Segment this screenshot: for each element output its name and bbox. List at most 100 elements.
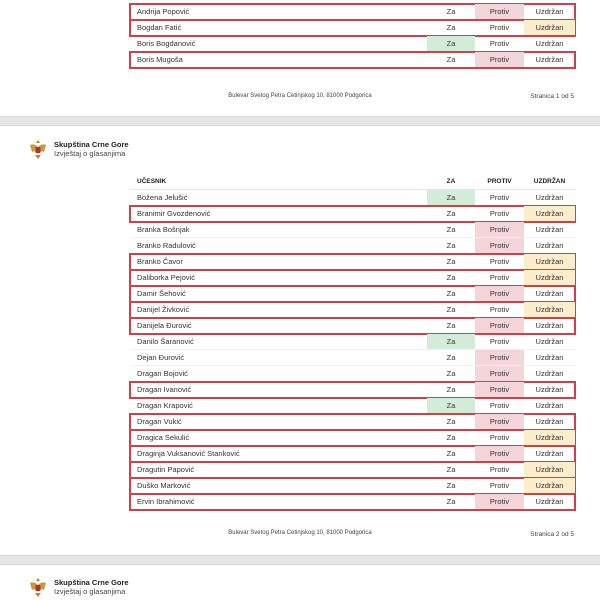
vote-cell-protiv: Protiv — [489, 273, 510, 282]
vote-cell-za: Za — [446, 385, 456, 394]
vote-cell-protiv: Protiv — [489, 209, 510, 218]
vote-cell-za: Za — [446, 23, 456, 32]
participant-name: Dragan Krapović — [137, 401, 193, 410]
page-3: Skupština Crne Gore Izvještaj o glasanji… — [0, 565, 600, 600]
vote-cell-protiv: Protiv — [489, 433, 510, 442]
table-row: Damir Šehović Za Protiv Uzdržan — [129, 285, 576, 303]
vote-cell-uzdrzan: Uzdržan — [524, 206, 575, 221]
vote-cell-protiv: Protiv — [475, 446, 524, 461]
vote-cell-protiv: Protiv — [489, 305, 510, 314]
vote-cell-uzdrzan: Uzdržan — [524, 20, 575, 35]
participant-name: Andrija Popović — [137, 7, 190, 16]
report-subtitle: Izvještaj o glasanjima — [54, 587, 126, 596]
page-separator — [0, 555, 600, 565]
table-row: Duško Marković Za Protiv Uzdržan — [129, 477, 576, 495]
table-row: Dragan Krapović Za Protiv Uzdržan — [130, 398, 575, 414]
vote-cell-protiv: Protiv — [475, 318, 524, 333]
vote-cell-za: Za — [427, 334, 475, 349]
vote-cell-za: Za — [446, 465, 456, 474]
vote-cell-uzdrzan: Uzdržan — [535, 337, 564, 346]
table-row: Andrija Popović Za Protiv Uzdržan — [129, 3, 576, 21]
vote-cell-uzdrzan: Uzdržan — [535, 193, 564, 202]
vote-cell-za: Za — [446, 257, 456, 266]
table-row: Dragica Sekulić Za Protiv Uzdržan — [129, 429, 576, 447]
report-subtitle: Izvještaj o glasanjima — [54, 149, 126, 158]
vote-cell-uzdrzan: Uzdržan — [535, 353, 564, 362]
vote-cell-za: Za — [446, 241, 456, 250]
col-participant: UČESNIK — [137, 178, 167, 185]
vote-cell-uzdrzan: Uzdržan — [535, 401, 564, 410]
table-row: Danijela Đurović Za Protiv Uzdržan — [129, 317, 576, 335]
page-2: Skupština Crne Gore Izvještaj o glasanji… — [0, 126, 600, 555]
participant-name: Dejan Đurović — [137, 353, 185, 362]
vote-cell-protiv: Protiv — [489, 23, 510, 32]
col-za: ZA — [446, 178, 456, 185]
participant-name: Bogdan Fatić — [137, 23, 182, 32]
vote-cell-protiv: Protiv — [475, 366, 524, 381]
vote-cell-protiv: Protiv — [489, 39, 510, 48]
org-name: Skupština Crne Gore — [54, 578, 129, 587]
vote-cell-za: Za — [446, 7, 456, 16]
vote-cell-uzdrzan: Uzdržan — [535, 321, 564, 330]
vote-cell-protiv: Protiv — [475, 52, 524, 67]
vote-cell-uzdrzan: Uzdržan — [524, 462, 575, 477]
table-row: Boris Bogdanović Za Protiv Uzdržan — [130, 36, 575, 52]
table-row: Dragan Ivanović Za Protiv Uzdržan — [129, 381, 576, 399]
vote-cell-za: Za — [446, 289, 456, 298]
vote-cell-protiv: Protiv — [475, 4, 524, 19]
vote-cell-uzdrzan: Uzdržan — [535, 449, 564, 458]
vote-cell-protiv: Protiv — [489, 465, 510, 474]
vote-cell-uzdrzan: Uzdržan — [535, 369, 564, 378]
vote-cell-protiv: Protiv — [475, 494, 524, 509]
header-brand: Skupština Crne Gore Izvještaj o glasanji… — [28, 576, 129, 598]
vote-cell-uzdrzan: Uzdržan — [524, 302, 575, 317]
vote-cell-uzdrzan: Uzdržan — [524, 430, 575, 445]
participant-name: Danilo Šaranović — [137, 337, 194, 346]
page-1: Andrija Popović Za Protiv Uzdržan Bogdan Fat… — [0, 0, 600, 116]
table-row: Dragutin Papović Za Protiv Uzdržan — [129, 461, 576, 479]
vote-cell-uzdrzan: Uzdržan — [535, 7, 564, 16]
table-row: Branko Čavor Za Protiv Uzdržan — [129, 253, 576, 271]
participant-name: Boris Mugoša — [137, 55, 183, 64]
page-number: Stranica 1 od 5 — [530, 93, 574, 100]
table-row: Branka Bošnjak Za Protiv Uzdržan — [130, 222, 575, 238]
vote-cell-uzdrzan: Uzdržan — [535, 39, 564, 48]
participant-name: Dragan Vukić — [137, 417, 182, 426]
vote-cell-protiv: Protiv — [475, 238, 524, 253]
participant-name: Damir Šehović — [137, 289, 186, 298]
participant-name: Danijela Đurović — [137, 321, 192, 330]
participant-name: Božena Jelušić — [137, 193, 188, 202]
table-row: Daliborka Pejović Za Protiv Uzdržan — [129, 269, 576, 287]
vote-cell-protiv: Protiv — [489, 481, 510, 490]
coat-of-arms-icon — [30, 578, 46, 597]
col-uzdrzan: UZDRŽAN — [533, 178, 566, 185]
participant-name: Branko Čavor — [137, 257, 183, 266]
participant-name: Danijel Živković — [137, 305, 190, 314]
participant-name: Daliborka Pejović — [137, 273, 195, 282]
vote-cell-za: Za — [427, 36, 475, 51]
participant-name: Dragutin Papović — [137, 465, 195, 474]
table-row: Branimir Gvozdenović Za Protiv Uzdržan — [129, 205, 576, 223]
page-number: Stranica 2 od 5 — [530, 531, 574, 538]
participant-name: Draginja Vuksanović Stanković — [137, 449, 240, 458]
table-row: Danijel Živković Za Protiv Uzdržan — [129, 301, 576, 319]
table-row: Božena Jelušić Za Protiv Uzdržan — [130, 190, 575, 206]
vote-cell-za: Za — [446, 273, 456, 282]
participant-name: Dragan Ivanović — [137, 385, 192, 394]
vote-cell-uzdrzan: Uzdržan — [535, 55, 564, 64]
vote-cell-protiv: Protiv — [489, 193, 510, 202]
vote-cell-uzdrzan: Uzdržan — [535, 417, 564, 426]
participant-name: Duško Marković — [137, 481, 191, 490]
vote-cell-protiv: Protiv — [475, 350, 524, 365]
participant-name: Dragica Sekulić — [137, 433, 190, 442]
table-row: Branko Radulović Za Protiv Uzdržan — [130, 238, 575, 254]
vote-cell-protiv: Protiv — [489, 401, 510, 410]
vote-cell-za: Za — [446, 225, 456, 234]
table-row: Ervin Ibrahimović Za Protiv Uzdržan — [129, 493, 576, 511]
vote-cell-za: Za — [446, 417, 456, 426]
org-name: Skupština Crne Gore — [54, 140, 129, 149]
footer-address: Bulevar Svetog Petra Cetinjskog 10, 8100… — [228, 530, 372, 536]
vote-cell-protiv: Protiv — [489, 257, 510, 266]
table-row: Bogdan Fatić Za Protiv Uzdržan — [129, 19, 576, 37]
col-protiv: PROTIV — [487, 178, 512, 185]
